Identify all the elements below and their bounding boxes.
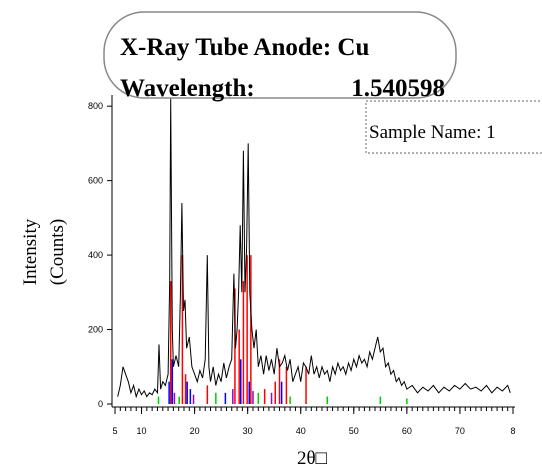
x-tick-label: 30 (243, 426, 253, 436)
y-axis-label: (Counts) (47, 219, 68, 286)
sample-box (365, 100, 542, 154)
sample-label: Sample Name: 1 (369, 122, 496, 143)
y-tick-label: 400 (88, 250, 103, 260)
y-tick-label: 200 (88, 325, 103, 335)
x-axis-label: 2θ□ (297, 448, 328, 469)
annotation-box (103, 11, 457, 99)
wavelength-label: Wavelength: (120, 75, 255, 102)
x-tick-label: 20 (190, 426, 200, 436)
y-tick-label: 0 (98, 399, 103, 409)
y-tick-label: 600 (88, 176, 103, 186)
data-line (117, 98, 511, 399)
x-tick-label: 8 (510, 426, 515, 436)
x-tick-label: 40 (296, 426, 306, 436)
wavelength-value: 1.540598 (351, 75, 445, 102)
y-tick-label: 800 (88, 101, 103, 111)
y-axis-label: Intensity (20, 218, 41, 285)
x-tick-label: 10 (137, 426, 147, 436)
anode-label: X-Ray Tube Anode: Cu (120, 34, 369, 61)
x-tick-label: 5 (112, 426, 117, 436)
x-tick-label: 50 (349, 426, 359, 436)
x-tick-label: 60 (402, 426, 412, 436)
x-tick-label: 70 (455, 426, 465, 436)
